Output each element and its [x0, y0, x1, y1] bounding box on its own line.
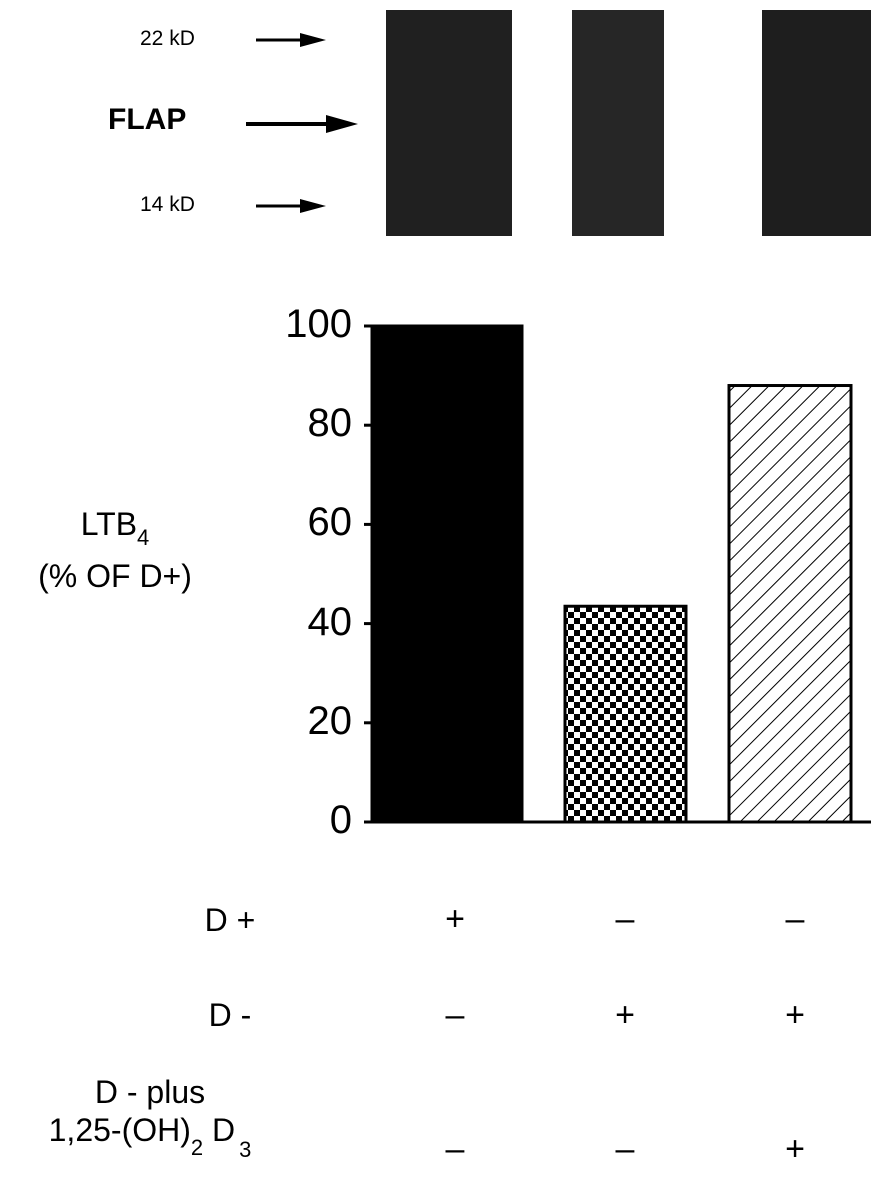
marker-flap-arrow	[246, 115, 358, 133]
bar-lane-1	[370, 324, 524, 824]
y-axis-title-line1: LTB4	[80, 506, 150, 550]
condition-sign-row2-lane2: +	[615, 996, 635, 1034]
condition-sign-row3-lane2: –	[615, 1130, 635, 1168]
condition-label-d-plus: D +	[204, 902, 256, 938]
y-tick-label-0: 0	[329, 798, 352, 842]
condition-sign-row3-lane1: –	[445, 1130, 465, 1168]
condition-sign-row1-lane3: –	[785, 900, 805, 938]
blot-lane-1	[386, 10, 512, 236]
condition-sign-row2-lane3: +	[785, 996, 805, 1034]
y-tick-label-20: 20	[307, 698, 353, 743]
y-tick-label-100: 100	[285, 302, 352, 346]
condition-sign-row3-lane3: +	[785, 1130, 805, 1168]
y-tick-label-80: 80	[307, 401, 353, 446]
marker-22kd-arrow	[256, 33, 326, 47]
y-axis-title: LTB4 (% OF D+)	[0, 505, 230, 595]
y-tick-label-40: 40	[307, 599, 353, 644]
condition-label-d-minus-plus-vitd: D - plus 1,25-(OH)2 D3	[48, 1074, 252, 1162]
condition-sign-row1-lane2: –	[615, 900, 635, 938]
y-axis-title-line2: (% OF D+)	[38, 558, 192, 594]
bar-lane-2	[563, 604, 688, 824]
condition-sign-row2-lane1: –	[445, 996, 465, 1034]
condition-label-d-minus: D -	[208, 997, 252, 1033]
marker-14kd-label: 14 kD	[140, 193, 195, 216]
condition-sign-row1-lane1: +	[445, 900, 465, 938]
marker-14kd-arrow	[256, 199, 326, 213]
marker-flap-label: FLAP	[108, 103, 187, 136]
y-tick-label-60: 60	[307, 500, 353, 545]
blot-lane-3	[762, 10, 871, 236]
bar-lane-3	[727, 384, 853, 824]
marker-22kd-label: 22 kD	[140, 27, 195, 50]
blot-lane-2	[572, 10, 664, 236]
